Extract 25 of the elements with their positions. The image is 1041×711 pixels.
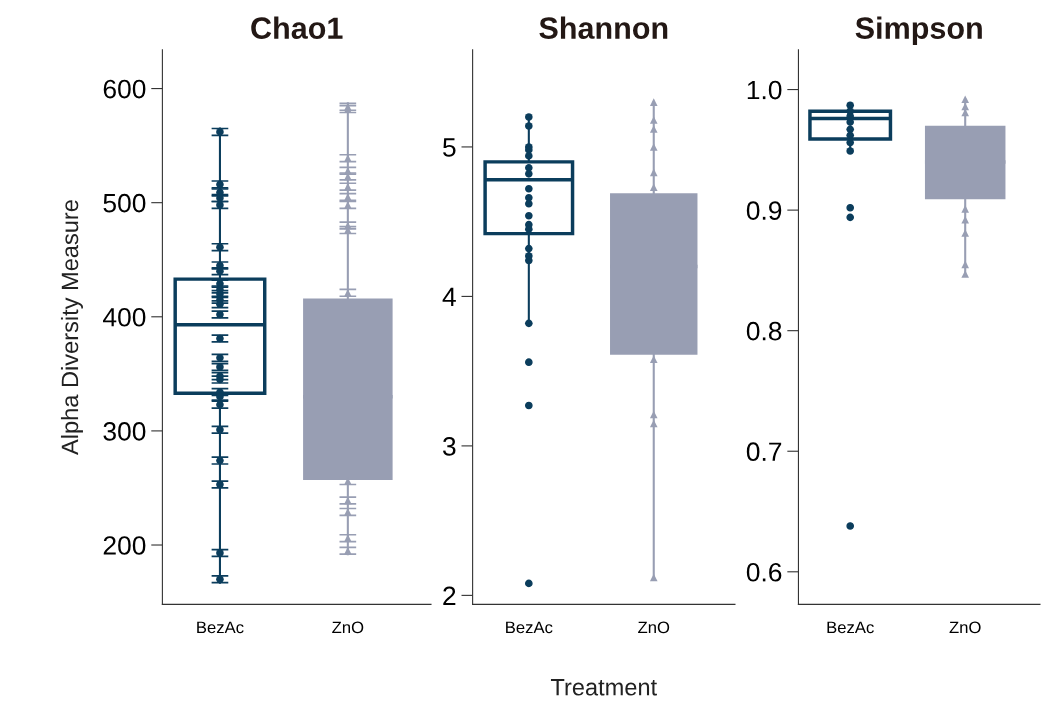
y-tick-label: 0.7 <box>746 442 782 462</box>
x-tick-label: ZnO <box>949 621 981 634</box>
x-axis-title: Treatment <box>550 679 657 696</box>
y-tick-label: 0.9 <box>746 201 782 220</box>
y-tick-label: 3 <box>442 437 456 456</box>
y-tick-label: 0.8 <box>746 321 782 341</box>
chart-title: Shannon <box>539 16 668 39</box>
y-tick-label: 300 <box>103 422 146 441</box>
y-tick-label: 4 <box>442 287 456 306</box>
y-tick-label: 1.0 <box>747 80 782 100</box>
y-tick-label: 200 <box>103 536 146 555</box>
y-tick-label: 400 <box>103 307 146 327</box>
y-tick-label: 2 <box>443 586 456 605</box>
x-tick-label: BezAc <box>827 621 874 634</box>
x-tick-label: ZnO <box>332 621 364 634</box>
x-tick-label: ZnO <box>638 621 670 634</box>
x-tick-label: BezAc <box>197 621 244 634</box>
y-tick-label: 0.6 <box>746 562 782 582</box>
y-tick-label: 5 <box>443 138 456 157</box>
y-tick-label: 500 <box>103 193 146 213</box>
y-tick-label: 600 <box>103 79 146 99</box>
x-tick-label: BezAc <box>506 621 553 634</box>
y-axis-title: Alpha Diversity Measure <box>60 200 83 455</box>
chart-title: Chao1 <box>251 16 343 39</box>
chart-title: Simpson <box>855 16 982 45</box>
